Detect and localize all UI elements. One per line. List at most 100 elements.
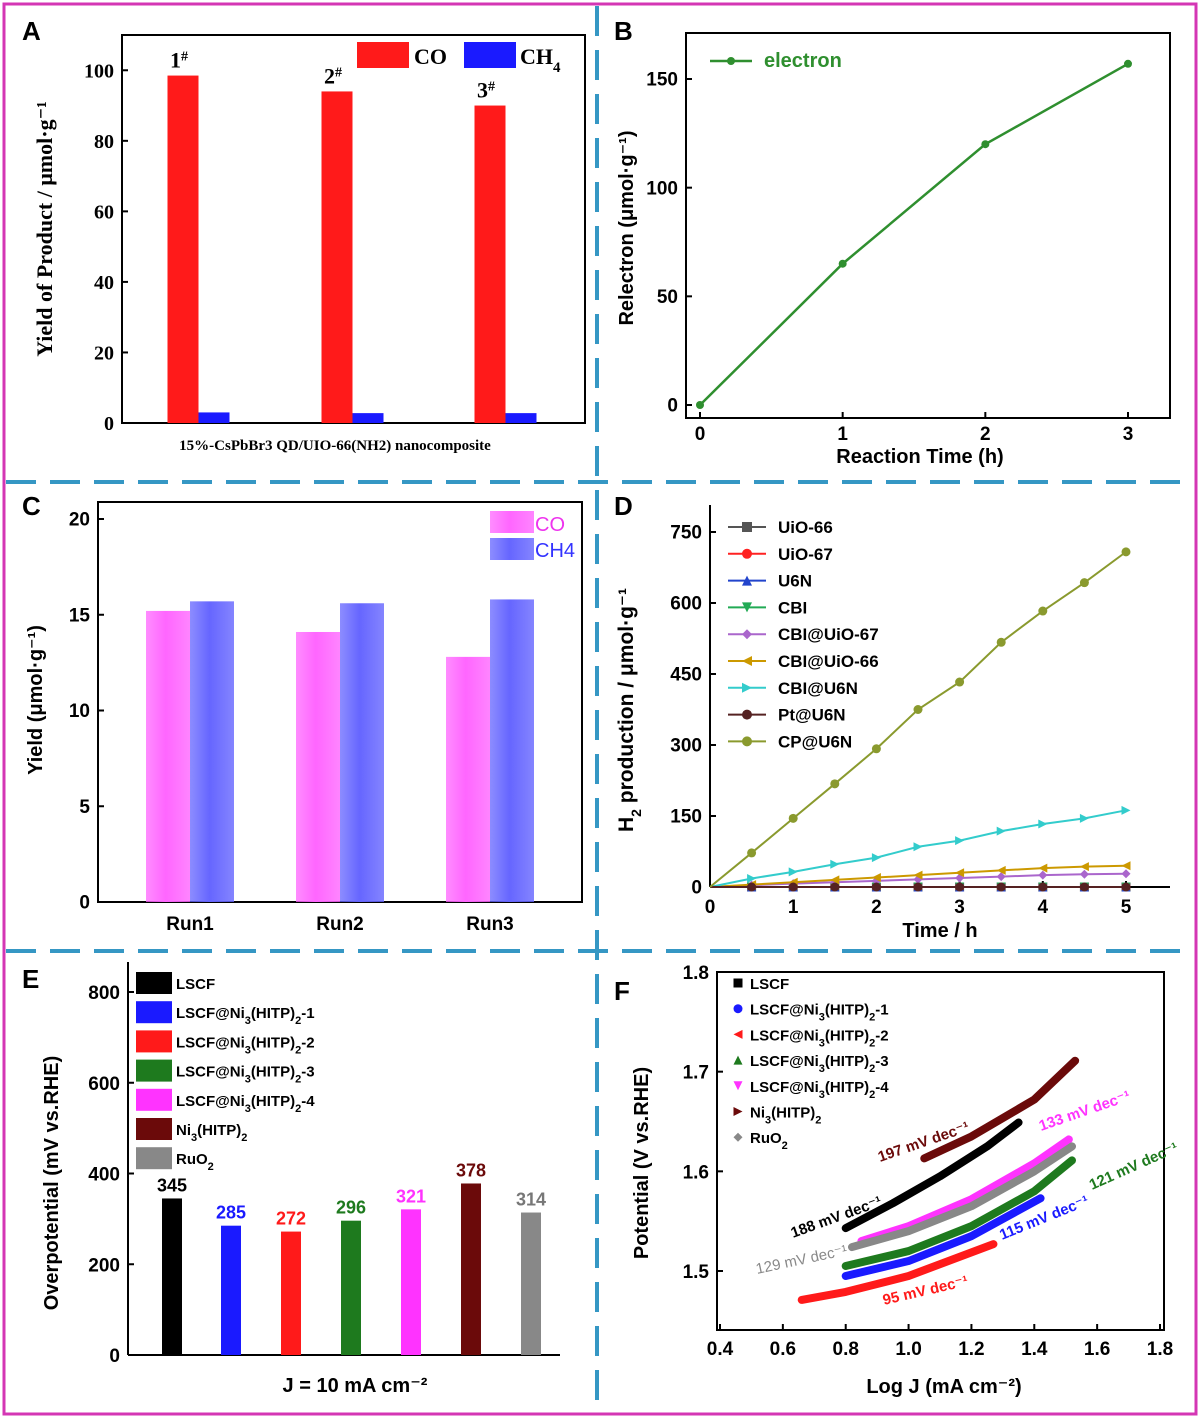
series-point <box>871 873 881 883</box>
y-tick-label: 450 <box>670 665 702 686</box>
tafel-curve <box>841 1156 1076 1271</box>
x-tick-label: 1.6 <box>1084 1339 1110 1360</box>
tafel-curve <box>841 1194 1045 1280</box>
y-tick-label: 1.6 <box>683 1162 709 1183</box>
bar-co <box>146 610 190 902</box>
series-point <box>955 677 965 687</box>
panel-letter-e: E <box>22 964 39 994</box>
legend-swatch <box>136 1030 172 1053</box>
series-point <box>913 705 923 714</box>
y-tick-label: 0 <box>79 893 90 914</box>
legend-marker <box>742 736 752 747</box>
panel-a-bar-chart: 0 20 40 60 80 100 1# 2# 3# CO CH4 15%-CsPbBr3 QD/UI… <box>32 34 586 454</box>
y-axis-title: H2 production / μmol·g⁻¹ <box>615 588 644 832</box>
legend-label-co: CO <box>535 514 565 536</box>
x-axis-title: Time / h <box>902 920 977 942</box>
bar-value-label: 321 <box>396 1186 426 1206</box>
x-tick-label: 1.2 <box>958 1339 984 1360</box>
bar-overpotential <box>221 1225 241 1355</box>
bar-overpotential <box>461 1183 481 1355</box>
bar-co <box>296 631 340 902</box>
y-tick-label: 60 <box>94 201 114 223</box>
y-tick-label: 50 <box>657 287 678 308</box>
legend-label: CBI@UiO-66 <box>778 652 879 671</box>
legend-swatch-co <box>357 42 409 68</box>
x-tick-label: 0.6 <box>770 1339 796 1360</box>
bar-ch4 <box>198 412 230 423</box>
bar-label: 1# <box>170 48 188 73</box>
x-tick-label: 2 <box>980 424 991 445</box>
legend-label: U6N <box>778 572 812 591</box>
bar-value-label: 378 <box>456 1160 486 1180</box>
legend-marker <box>742 602 752 613</box>
legend-marker <box>733 1055 743 1065</box>
series-point <box>955 836 965 846</box>
legend-label: LSCF@Ni3(HITP)2-4 <box>750 1079 889 1101</box>
legend-label: CBI <box>778 598 807 617</box>
panel-letter-f: F <box>614 976 630 1006</box>
bar-co <box>474 105 506 423</box>
legend-swatch <box>136 1001 172 1024</box>
series-point <box>1079 578 1089 588</box>
series-point <box>788 882 798 892</box>
bar-ch4 <box>352 413 384 423</box>
x-tick-label: 0 <box>695 424 706 445</box>
panel-d-line-chart: 0 150 300 450 600 750 0 1 2 3 4 5 UiO-66 UiO-67 U6N CBI… <box>615 505 1170 942</box>
legend-label: RuO2 <box>176 1151 214 1173</box>
bar-overpotential <box>521 1212 541 1355</box>
legend-swatch <box>136 1118 172 1140</box>
legend-label: LSCF@Ni3(HITP)2-1 <box>750 1002 889 1024</box>
series-point <box>1079 882 1089 892</box>
y-tick-label: 200 <box>88 1255 120 1276</box>
legend-swatch-ch4 <box>490 538 534 560</box>
legend-label: LSCF@Ni3(HITP)2-3 <box>176 1064 315 1086</box>
legend-marker <box>733 1132 743 1142</box>
bar-overpotential <box>341 1220 361 1355</box>
y-tick-label: 1.8 <box>683 963 709 984</box>
x-tick-label: 0.4 <box>707 1339 734 1360</box>
x-tick-label: Run3 <box>466 914 514 935</box>
x-tick-label: 1 <box>788 897 799 918</box>
series-point <box>1121 861 1131 871</box>
legend-label: Ni3(HITP)2 <box>750 1105 821 1127</box>
series-point <box>1038 863 1048 873</box>
legend-label-electron: electron <box>764 50 842 72</box>
legend-marker <box>733 1029 743 1039</box>
panel-letter-d: D <box>614 491 633 521</box>
bar-ch4 <box>490 599 534 902</box>
series-point <box>747 882 757 892</box>
point-electron <box>838 259 847 268</box>
legend-swatch <box>136 1059 172 1082</box>
y-tick-label: 0 <box>104 413 114 435</box>
panel-letter-c: C <box>22 491 41 521</box>
series-point <box>1038 870 1048 880</box>
y-tick-label: 1.5 <box>683 1262 710 1283</box>
y-tick-label: 40 <box>94 272 114 294</box>
legend-swatch-ch4 <box>464 42 516 68</box>
legend-marker <box>742 548 752 559</box>
x-tick-label: Run1 <box>166 914 214 935</box>
tafel-curve <box>841 1118 1023 1233</box>
legend-label: LSCF@Ni3(HITP)2-2 <box>176 1034 315 1056</box>
series-point <box>1038 606 1048 616</box>
y-tick-label: 20 <box>94 342 114 364</box>
legend-marker <box>733 1004 743 1014</box>
legend-marker <box>733 1081 743 1091</box>
series-point <box>913 870 923 880</box>
y-tick-label: 5 <box>79 797 90 818</box>
bar-value-label: 296 <box>336 1198 366 1218</box>
legend-label: Pt@U6N <box>778 706 846 725</box>
bar-overpotential <box>401 1209 421 1355</box>
series-point <box>1038 819 1048 829</box>
series-point <box>996 882 1006 892</box>
series-point <box>1079 869 1089 879</box>
series-point <box>830 859 840 869</box>
panel-f-tafel-chart: 1.5 1.6 1.7 1.8 0.4 0.6 0.8 1.0 1.2 1.4 1.6 1.8 LSCF… <box>631 963 1181 1398</box>
bar-co <box>446 656 490 902</box>
tafel-slope-label: 121 mV dec⁻¹ <box>1087 1139 1181 1193</box>
bar-label: 2# <box>324 63 342 88</box>
point-electron <box>696 401 704 409</box>
plot-frame <box>685 32 1171 419</box>
